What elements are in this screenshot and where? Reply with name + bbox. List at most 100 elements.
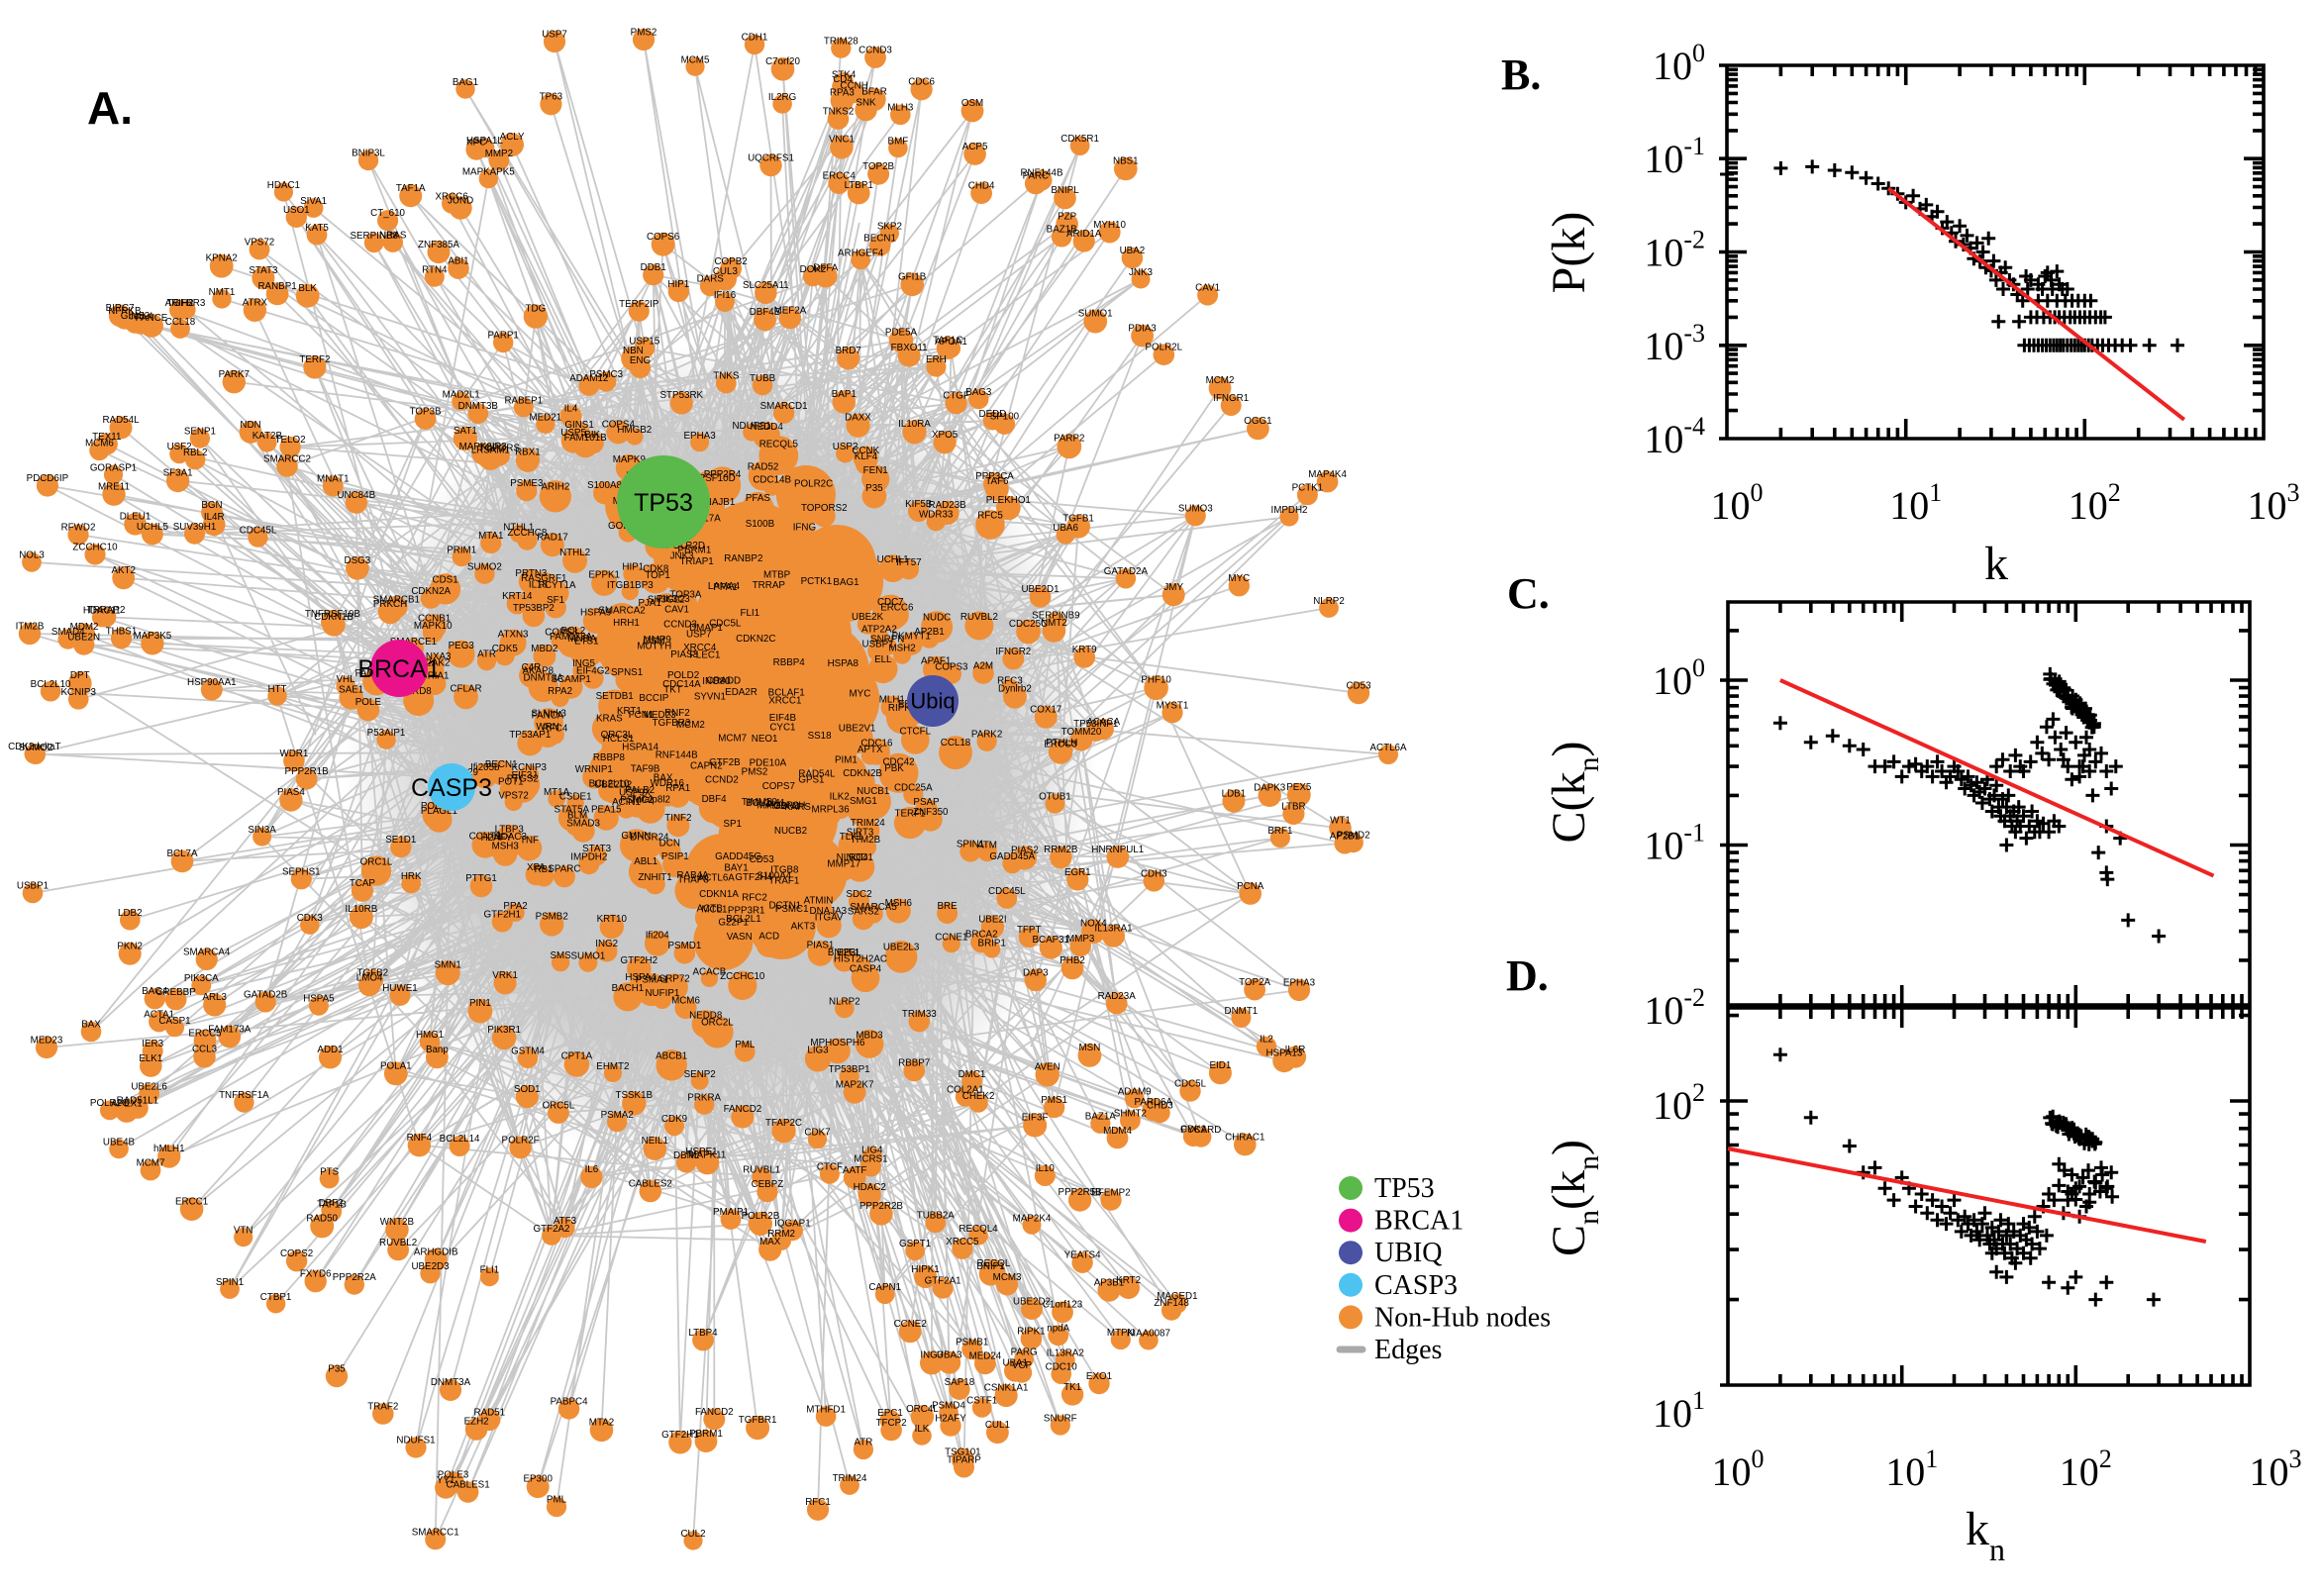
svg-text:ADAM12: ADAM12: [569, 373, 608, 384]
svg-text:CDC45L: CDC45L: [240, 525, 277, 536]
svg-text:POLD2: POLD2: [667, 670, 699, 681]
svg-text:XRCC5: XRCC5: [946, 1237, 979, 1247]
svg-text:THAP8: THAP8: [677, 875, 709, 886]
svg-text:KRT10: KRT10: [597, 914, 628, 925]
svg-text:WT1: WT1: [1330, 816, 1351, 827]
svg-text:MRPL36: MRPL36: [812, 804, 851, 815]
svg-text:STAT3: STAT3: [249, 265, 278, 276]
svg-text:BCLAF1: BCLAF1: [768, 688, 805, 699]
svg-text:ABCB1: ABCB1: [656, 1050, 687, 1061]
svg-text:SAT1: SAT1: [454, 426, 477, 437]
svg-text:PFAS: PFAS: [746, 493, 771, 504]
svg-text:MDM4: MDM4: [1103, 1126, 1132, 1137]
svg-text:MMP2: MMP2: [485, 149, 513, 159]
svg-text:IL13RA1: IL13RA1: [1094, 924, 1132, 935]
svg-text:EID1: EID1: [1210, 1060, 1232, 1071]
svg-text:RPA3: RPA3: [830, 88, 855, 99]
svg-text:ELL: ELL: [874, 654, 892, 665]
svg-text:CAPN1: CAPN1: [868, 1282, 901, 1293]
svg-text:MCRS1: MCRS1: [854, 1154, 887, 1165]
svg-text:RASGRF1: RASGRF1: [521, 573, 566, 584]
svg-text:SEPHS1: SEPHS1: [282, 866, 321, 877]
svg-text:PPP2R5B: PPP2R5B: [1059, 1187, 1103, 1198]
svg-text:RAD23B: RAD23B: [929, 500, 967, 511]
svg-text:EDA2R: EDA2R: [725, 687, 758, 698]
svg-text:BECN1: BECN1: [863, 233, 896, 244]
svg-text:BNIP1: BNIP1: [976, 1261, 1004, 1272]
svg-text:ZCCHC10: ZCCHC10: [720, 971, 765, 982]
svg-text:PIAS4: PIAS4: [277, 787, 305, 798]
svg-text:PMS1: PMS1: [1041, 1095, 1067, 1106]
svg-text:NTHL2: NTHL2: [559, 548, 590, 558]
svg-text:MED23: MED23: [644, 710, 676, 721]
svg-text:CHD4: CHD4: [968, 181, 995, 192]
svg-text:CAV1: CAV1: [664, 604, 689, 615]
svg-text:BRE: BRE: [938, 901, 959, 912]
svg-text:TOP3B: TOP3B: [410, 407, 442, 418]
svg-text:SERPINB9: SERPINB9: [1032, 610, 1079, 621]
svg-text:CCND2: CCND2: [705, 775, 739, 786]
svg-text:COPB2: COPB2: [714, 256, 747, 267]
svg-text:PLEKHO1: PLEKHO1: [986, 495, 1031, 506]
svg-text:TP63: TP63: [540, 92, 563, 103]
svg-text:ANXA3: ANXA3: [419, 651, 452, 662]
svg-text:MAP2K4: MAP2K4: [1013, 1213, 1052, 1224]
svg-text:ZNF350: ZNF350: [913, 807, 949, 818]
svg-text:RUVBL2: RUVBL2: [379, 1238, 417, 1248]
svg-text:MSN: MSN: [1079, 1043, 1101, 1053]
svg-text:IL4R: IL4R: [204, 512, 225, 523]
svg-text:CD53: CD53: [750, 854, 775, 865]
svg-text:POLA1: POLA1: [380, 1060, 412, 1071]
svg-text:BAZ1B: BAZ1B: [1047, 225, 1078, 236]
svg-text:TELO2: TELO2: [275, 435, 306, 446]
svg-text:Banp: Banp: [426, 1045, 449, 1055]
svg-text:USP15: USP15: [629, 336, 660, 347]
svg-text:BAX: BAX: [654, 772, 673, 783]
svg-text:CT_610: CT_610: [370, 208, 405, 219]
svg-text:CSDE1: CSDE1: [559, 792, 592, 803]
svg-text:ACP5: ACP5: [962, 142, 988, 152]
svg-text:SUMO2: SUMO2: [467, 562, 502, 573]
svg-text:CDC14B: CDC14B: [753, 475, 791, 486]
svg-text:EIF4G2: EIF4G2: [576, 666, 610, 677]
svg-text:IL2RG: IL2RG: [768, 92, 796, 103]
svg-text:ACLY: ACLY: [500, 132, 525, 143]
svg-text:RAD50: RAD50: [306, 1213, 338, 1224]
svg-text:HMGB2: HMGB2: [617, 425, 652, 436]
svg-text:101: 101: [1653, 1386, 1705, 1436]
svg-text:CCNE1: CCNE1: [935, 932, 967, 943]
svg-text:TAF1C: TAF1C: [933, 336, 962, 347]
svg-text:ACIN1: ACIN1: [612, 797, 641, 808]
svg-text:PARK2: PARK2: [971, 730, 1002, 741]
svg-text:CHRAC1: CHRAC1: [1225, 1132, 1264, 1143]
svg-text:TOP1: TOP1: [645, 570, 669, 581]
svg-text:PJA1: PJA1: [638, 598, 660, 609]
svg-text:POLR2F: POLR2F: [502, 1135, 540, 1146]
svg-text:ATR: ATR: [854, 1438, 872, 1448]
svg-text:AKAP8: AKAP8: [523, 666, 555, 677]
svg-text:ERCC5: ERCC5: [188, 1028, 222, 1039]
svg-text:MNAT1: MNAT1: [317, 474, 349, 485]
svg-text:FANCD2: FANCD2: [695, 1407, 734, 1418]
svg-text:YEATS4: YEATS4: [1064, 1250, 1101, 1261]
svg-text:MCM2: MCM2: [676, 720, 705, 731]
svg-text:DBF4B: DBF4B: [750, 307, 781, 318]
svg-text:TOP3A: TOP3A: [669, 590, 701, 601]
svg-text:PARC: PARC: [1023, 171, 1050, 182]
svg-text:TSG101: TSG101: [945, 1447, 981, 1458]
svg-text:MRE11: MRE11: [98, 481, 130, 492]
svg-text:hMLH1: hMLH1: [153, 1144, 185, 1154]
svg-text:UBE2I: UBE2I: [978, 914, 1006, 925]
svg-text:CDC42: CDC42: [882, 757, 914, 768]
svg-text:PPA1: PPA1: [713, 582, 737, 593]
svg-text:MT1A: MT1A: [544, 787, 570, 798]
svg-text:TERF1: TERF1: [894, 808, 925, 819]
svg-text:ORC4L: ORC4L: [906, 1404, 939, 1415]
svg-text:SHMT2: SHMT2: [1114, 1108, 1147, 1119]
svg-text:SMN1: SMN1: [435, 960, 461, 971]
svg-text:Ifi205b: Ifi205b: [470, 762, 500, 773]
svg-text:PPA2: PPA2: [503, 901, 527, 912]
svg-text:NUDC: NUDC: [923, 612, 951, 623]
svg-text:SPIN1: SPIN1: [216, 1277, 244, 1288]
svg-text:PHF10: PHF10: [1141, 675, 1171, 686]
